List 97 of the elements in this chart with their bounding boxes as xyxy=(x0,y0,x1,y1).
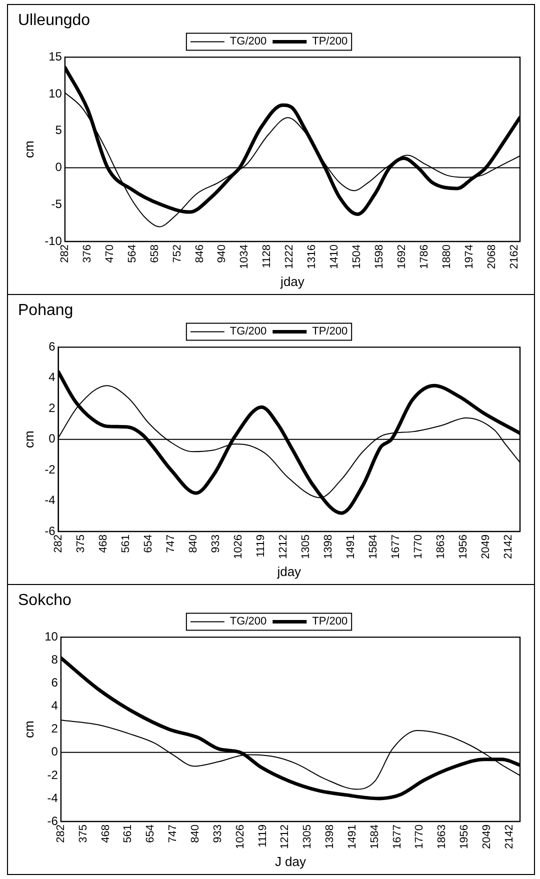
y-axis-title: cm xyxy=(21,430,36,448)
x-tick-label: 1026 xyxy=(234,824,246,850)
x-tick-label: 1598 xyxy=(374,244,386,270)
x-tick-label: 375 xyxy=(74,534,87,553)
x-tick-label: 1956 xyxy=(458,824,471,850)
x-tick-label: 1398 xyxy=(324,824,336,850)
y-tick-label: 10 xyxy=(48,86,62,100)
x-tick-label: 1410 xyxy=(328,244,341,270)
y-tick-label: -2 xyxy=(47,768,58,782)
x-tick-label: 658 xyxy=(148,244,161,263)
x-tick-label: 2049 xyxy=(480,534,492,560)
x-tick-label: 2049 xyxy=(481,824,493,850)
y-axis-title: cm xyxy=(21,140,36,158)
x-tick-label: 1212 xyxy=(279,824,292,850)
x-tick-label: 1212 xyxy=(277,534,290,560)
x-tick-label: 1863 xyxy=(435,534,448,560)
y-tick-label: 10 xyxy=(44,630,58,644)
x-tick-label: 2162 xyxy=(508,244,520,270)
x-tick-label: 1770 xyxy=(414,824,426,850)
x-tick-label: 1863 xyxy=(436,824,448,850)
chart-title: Ulleungdo xyxy=(18,12,90,30)
x-axis-title: jday xyxy=(280,274,305,290)
x-tick-label: 376 xyxy=(81,244,94,263)
x-tick-label: 1222 xyxy=(284,244,296,270)
legend-label: TP/200 xyxy=(312,36,348,48)
x-tick-label: 1880 xyxy=(440,244,453,270)
x-tick-label: 1491 xyxy=(346,824,358,850)
y-tick-label: 6 xyxy=(51,676,58,690)
x-tick-label: 1956 xyxy=(458,534,470,560)
y-tick-label: 5 xyxy=(55,123,62,138)
x-tick-label: 1677 xyxy=(390,534,402,560)
x-tick-label: 654 xyxy=(144,824,157,843)
x-tick-label: 1974 xyxy=(463,244,476,270)
x-tick-label: 933 xyxy=(212,824,224,843)
x-tick-label: 1491 xyxy=(345,534,358,560)
legend-label: TP/200 xyxy=(312,326,348,338)
chart-title: Sokcho xyxy=(18,592,72,610)
x-tick-label: 1119 xyxy=(254,534,267,558)
y-tick-label: 0 xyxy=(51,744,58,759)
x-tick-label: 840 xyxy=(190,824,202,843)
x-tick-label: 470 xyxy=(104,244,116,263)
y-tick-label: 2 xyxy=(51,722,58,736)
x-tick-label: 1504 xyxy=(351,244,364,270)
y-tick-label: -2 xyxy=(44,462,56,476)
x-tick-label: 2068 xyxy=(486,244,498,270)
x-tick-label: 747 xyxy=(164,534,177,553)
x-tick-label: 564 xyxy=(126,244,138,263)
y-tick-label: 6 xyxy=(48,340,56,354)
x-tick-label: 654 xyxy=(142,534,154,553)
y-axis-title: cm xyxy=(21,720,36,738)
x-tick-label: 561 xyxy=(122,824,134,843)
legend-label: TP/200 xyxy=(312,616,348,628)
x-tick-label: 2142 xyxy=(502,534,515,560)
x-tick-label: 1026 xyxy=(232,534,244,560)
x-tick-label: 1398 xyxy=(322,534,335,560)
x-tick-label: 1786 xyxy=(418,244,430,270)
y-tick-label: 4 xyxy=(48,370,56,384)
y-tick-label: -4 xyxy=(47,790,58,805)
x-tick-label: 282 xyxy=(52,534,64,553)
y-tick-label: 2 xyxy=(48,400,56,415)
x-tick-label: 752 xyxy=(171,244,184,263)
x-tick-label: 2142 xyxy=(503,824,516,850)
x-tick-label: 747 xyxy=(167,824,180,843)
y-tick-label: 15 xyxy=(48,50,62,64)
legend-label: TG/200 xyxy=(230,616,267,628)
x-tick-label: 1692 xyxy=(396,244,408,270)
x-tick-label: 561 xyxy=(120,534,132,553)
y-tick-label: 0 xyxy=(55,160,62,174)
legend-label: TG/200 xyxy=(230,36,267,48)
x-axis-title: jday xyxy=(276,564,302,580)
y-tick-label: 4 xyxy=(51,698,58,713)
x-tick-label: 1677 xyxy=(391,824,404,850)
x-tick-label: 1770 xyxy=(412,534,425,560)
x-tick-label: 1305 xyxy=(300,534,312,560)
x-tick-label: 1316 xyxy=(306,244,318,270)
y-tick-label: -5 xyxy=(51,196,62,211)
x-tick-label: 282 xyxy=(58,244,71,263)
x-tick-label: 1584 xyxy=(368,824,381,850)
x-tick-label: 846 xyxy=(194,244,206,263)
x-tick-label: 1305 xyxy=(302,824,314,850)
x-tick-label: 840 xyxy=(187,534,200,553)
x-tick-label: 940 xyxy=(216,244,228,263)
x-tick-label: 933 xyxy=(210,534,222,553)
x-tick-label: 282 xyxy=(54,824,67,843)
x-tick-label: 1034 xyxy=(238,244,251,270)
y-tick-label: -4 xyxy=(44,493,56,508)
x-tick-label: 375 xyxy=(77,824,90,843)
x-tick-label: 468 xyxy=(97,534,110,553)
y-tick-label: 8 xyxy=(51,652,58,667)
y-tick-label: 0 xyxy=(48,432,56,446)
x-tick-label: 1584 xyxy=(368,534,380,560)
x-tick-label: 1119 xyxy=(256,824,269,848)
legend-label: TG/200 xyxy=(230,326,267,338)
x-tick-label: 1128 xyxy=(261,244,274,268)
chart-title: Pohang xyxy=(18,302,74,320)
x-tick-label: 468 xyxy=(100,824,112,843)
x-axis-title: J day xyxy=(274,854,307,870)
